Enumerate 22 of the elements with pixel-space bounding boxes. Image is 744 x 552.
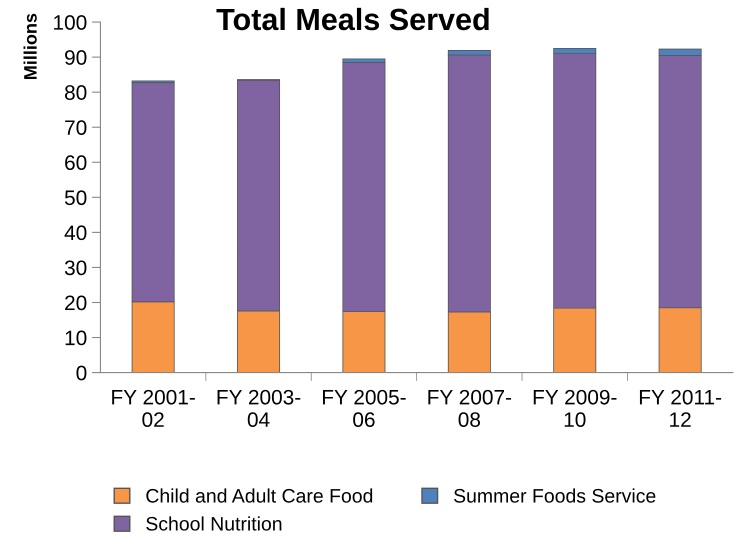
x-tick-label: FY 2011- 12 <box>640 390 722 427</box>
legend-label: Summer Foods Service <box>454 488 656 503</box>
legend-label: School Nutrition <box>146 516 282 531</box>
chart-title: Total Meals Served <box>216 8 489 30</box>
x-tick-label: FY 2007- 08 <box>428 390 512 428</box>
y-tick-label: 10 <box>66 330 86 346</box>
y-tick-label: 90 <box>65 50 86 65</box>
x-tick-label: FY 2005- 06 <box>322 390 406 428</box>
x-tick-label: FY 2003- 04 <box>218 390 300 428</box>
y-tick-label: 100 <box>54 15 86 30</box>
legend-label: Child and Adult Care Food <box>146 488 372 503</box>
x-tick-label: FY 2001- 02 <box>112 390 195 428</box>
y-axis-title: Millions <box>24 14 37 80</box>
y-tick-label: 70 <box>65 120 86 135</box>
y-tick-label: 50 <box>64 190 86 206</box>
x-tick-label: FY 2009- 10 <box>534 390 616 428</box>
y-tick-label: 20 <box>65 295 86 310</box>
y-tick-label: 30 <box>64 260 86 276</box>
y-tick-label: 80 <box>64 85 86 100</box>
y-tick-label: 0 <box>76 366 86 380</box>
y-tick-label: 40 <box>64 225 86 240</box>
y-tick-label: 60 <box>65 155 86 170</box>
